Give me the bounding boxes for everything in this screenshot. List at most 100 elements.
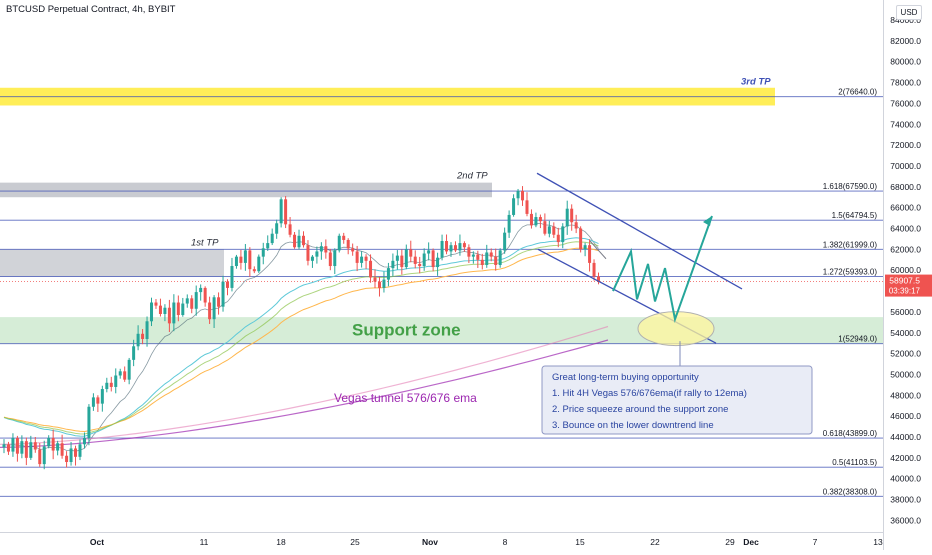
candle-body xyxy=(20,441,23,454)
candle-body xyxy=(593,263,596,277)
time-tick-label: Dec xyxy=(743,537,759,547)
candle-body xyxy=(217,297,220,306)
price-tick-label: 56000.0 xyxy=(890,307,921,317)
candle-body xyxy=(65,456,68,462)
candle-body xyxy=(239,257,242,263)
candle-body xyxy=(320,246,323,251)
candle-body xyxy=(476,255,479,260)
candle-body xyxy=(427,250,430,253)
price-tick-label: 40000.0 xyxy=(890,474,921,484)
fib-label: 0.5(41103.5) xyxy=(832,458,877,467)
candle-body xyxy=(61,443,64,456)
time-tick-label: 8 xyxy=(503,537,508,547)
time-tick-label: Oct xyxy=(90,537,104,547)
price-tick-label: 68000.0 xyxy=(890,182,921,192)
time-tick-label: 13 xyxy=(873,537,883,547)
candle-body xyxy=(342,236,345,240)
currency-button[interactable]: USD xyxy=(896,5,922,20)
candle-body xyxy=(222,282,225,307)
candle-body xyxy=(11,438,14,452)
projection-arrow-icon xyxy=(703,216,712,226)
candle-body xyxy=(52,438,55,451)
vegas-tunnel-label: Vegas tunnel 576/676 ema xyxy=(334,391,477,405)
candle-body xyxy=(360,257,363,263)
candle-body xyxy=(101,389,104,404)
price-tick-label: 50000.0 xyxy=(890,369,921,379)
candle-body xyxy=(485,252,488,265)
price-tick-label: 60000.0 xyxy=(890,265,921,275)
candle-body xyxy=(190,298,193,308)
candle-body xyxy=(56,443,59,450)
candle-body xyxy=(96,397,99,403)
candle-body xyxy=(338,236,341,251)
candle-body xyxy=(378,282,381,288)
candle-body xyxy=(557,235,560,242)
candle-body xyxy=(38,450,41,465)
fib-label: 1.5(64794.5) xyxy=(832,211,878,220)
time-tick-label: Nov xyxy=(422,537,438,547)
time-tick-label: 25 xyxy=(350,537,360,547)
price-tick-label: 70000.0 xyxy=(890,161,921,171)
price-tick-label: 72000.0 xyxy=(890,140,921,150)
candle-body xyxy=(525,200,528,214)
candle-body xyxy=(293,235,296,248)
candle-body xyxy=(472,255,475,257)
candle-body xyxy=(382,280,385,288)
candle-body xyxy=(418,264,421,266)
candle-body xyxy=(588,245,591,263)
candle-body xyxy=(137,334,140,347)
fib-label: 1.618(67590.0) xyxy=(823,182,878,191)
fib-levels-layer: 2(76640.0)1.618(67590.0)1.5(64794.5)1.38… xyxy=(0,88,883,497)
candle-body xyxy=(235,257,238,266)
candle-body xyxy=(333,250,336,266)
candle-body xyxy=(458,243,461,250)
candle-body xyxy=(3,444,6,447)
note-item: 3. Bounce on the lower downtrend line xyxy=(552,420,714,431)
candle-body xyxy=(195,292,198,309)
fib-label: 2(76640.0) xyxy=(838,88,877,97)
tp1-label: 1st TP xyxy=(191,237,219,248)
price-tick-label: 46000.0 xyxy=(890,411,921,421)
fib-label: 1.272(59393.0) xyxy=(823,268,878,277)
candle-body xyxy=(423,254,426,267)
candle-body xyxy=(132,346,135,360)
price-tick-label: 54000.0 xyxy=(890,328,921,338)
candle-body xyxy=(70,448,73,462)
candle-body xyxy=(271,234,274,243)
candle-body xyxy=(441,241,444,258)
candle-body xyxy=(7,444,10,451)
candle-body xyxy=(266,243,269,248)
projection-zigzag xyxy=(613,216,712,319)
candle-body xyxy=(387,268,390,279)
candle-body xyxy=(534,217,537,225)
candle-body xyxy=(230,266,233,288)
vegas-576-line xyxy=(0,327,608,445)
candle-body xyxy=(499,250,502,265)
candle-body xyxy=(83,438,86,444)
candle-body xyxy=(530,214,533,225)
candle-body xyxy=(25,441,28,458)
candle-body xyxy=(329,252,332,266)
candle-body xyxy=(315,251,318,256)
candle-body xyxy=(150,303,153,322)
price-tick-label: 36000.0 xyxy=(890,515,921,525)
tp1-zone xyxy=(0,249,224,276)
fib-label: 0.382(38308.0) xyxy=(823,487,878,496)
candle-body xyxy=(347,240,350,248)
candle-body xyxy=(548,226,551,233)
candle-body xyxy=(356,251,359,262)
candle-body xyxy=(74,448,77,456)
candle-body xyxy=(481,260,484,265)
candle-body xyxy=(579,229,582,250)
candle-body xyxy=(253,269,256,271)
candle-body xyxy=(512,198,515,215)
price-tick-label: 74000.0 xyxy=(890,119,921,129)
candle-body xyxy=(365,257,368,261)
candle-body xyxy=(374,277,377,281)
candle-body xyxy=(186,298,189,303)
candle-body xyxy=(324,246,327,252)
candle-body xyxy=(105,383,108,389)
